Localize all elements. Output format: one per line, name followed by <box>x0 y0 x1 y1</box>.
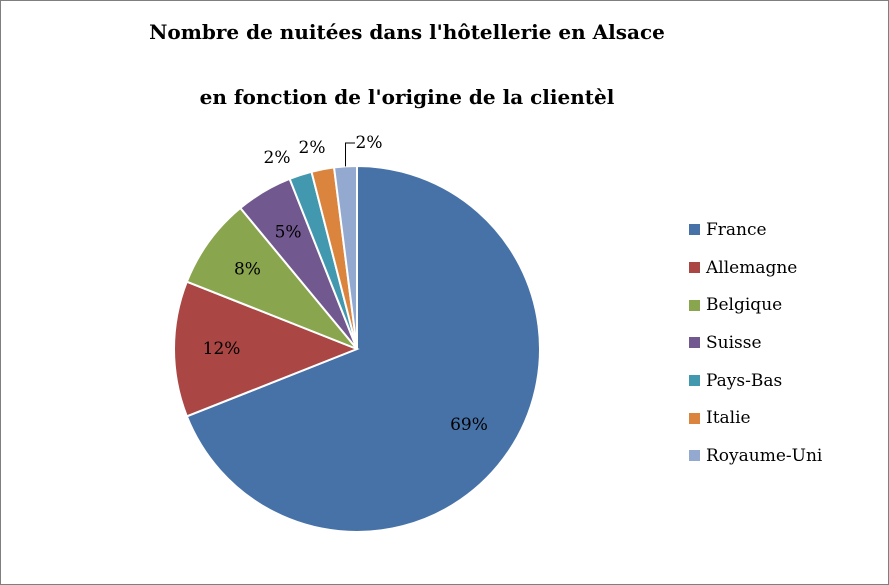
legend-item-allemagne: Allemagne <box>689 249 822 287</box>
legend-label: France <box>706 219 767 240</box>
chart-title-line-2: en fonction de l'origine de la clientèl <box>199 85 615 109</box>
legend-swatch <box>689 412 700 424</box>
data-label-italie: 2% <box>299 138 326 158</box>
legend-label: Belgique <box>706 295 783 316</box>
legend-item-suisse: Suisse <box>689 324 822 362</box>
legend-swatch <box>689 375 700 387</box>
legend-item-belgique: Belgique <box>689 286 822 324</box>
legend-swatch <box>689 450 700 462</box>
leader-lines <box>345 142 355 167</box>
legend-label: Italie <box>706 408 751 429</box>
data-label-suisse: 5% <box>275 222 302 242</box>
data-label-france: 69% <box>450 415 488 435</box>
legend-swatch <box>689 262 700 274</box>
data-label-royaume-uni: 2% <box>356 133 383 153</box>
data-label-allemagne: 12% <box>203 339 241 359</box>
legend-item-italie: Italie <box>689 399 822 437</box>
pie-slice-france <box>185 164 541 533</box>
legend-swatch <box>689 224 700 236</box>
legend-item-france: France <box>689 211 822 249</box>
legend-label: Allemagne <box>706 257 798 278</box>
legend-swatch <box>689 337 700 349</box>
chart-title-line-1: Nombre de nuitées dans l'hôtellerie en A… <box>149 20 665 44</box>
data-label-pays-bas: 2% <box>264 148 291 168</box>
data-labels: 69% 12% 8% 5% 2% 2% 2% <box>203 133 488 435</box>
data-label-belgique: 8% <box>234 259 261 279</box>
legend-label: Suisse <box>706 332 762 353</box>
legend-item-pays-bas: Pays-Bas <box>689 362 822 400</box>
legend-item-royaume-uni: Royaume-Uni <box>689 437 822 475</box>
legend-label: Royaume-Uni <box>706 445 823 466</box>
legend: France Allemagne Belgique Suisse Pays-Bas Ita… <box>689 211 822 475</box>
leader-line-royaume-uni <box>345 142 355 167</box>
pie-slices <box>173 164 541 533</box>
pie-slice-belgique <box>185 206 358 350</box>
pie-slice-allemagne <box>173 280 360 418</box>
legend-label: Pays-Bas <box>706 370 783 391</box>
legend-swatch <box>689 299 700 311</box>
